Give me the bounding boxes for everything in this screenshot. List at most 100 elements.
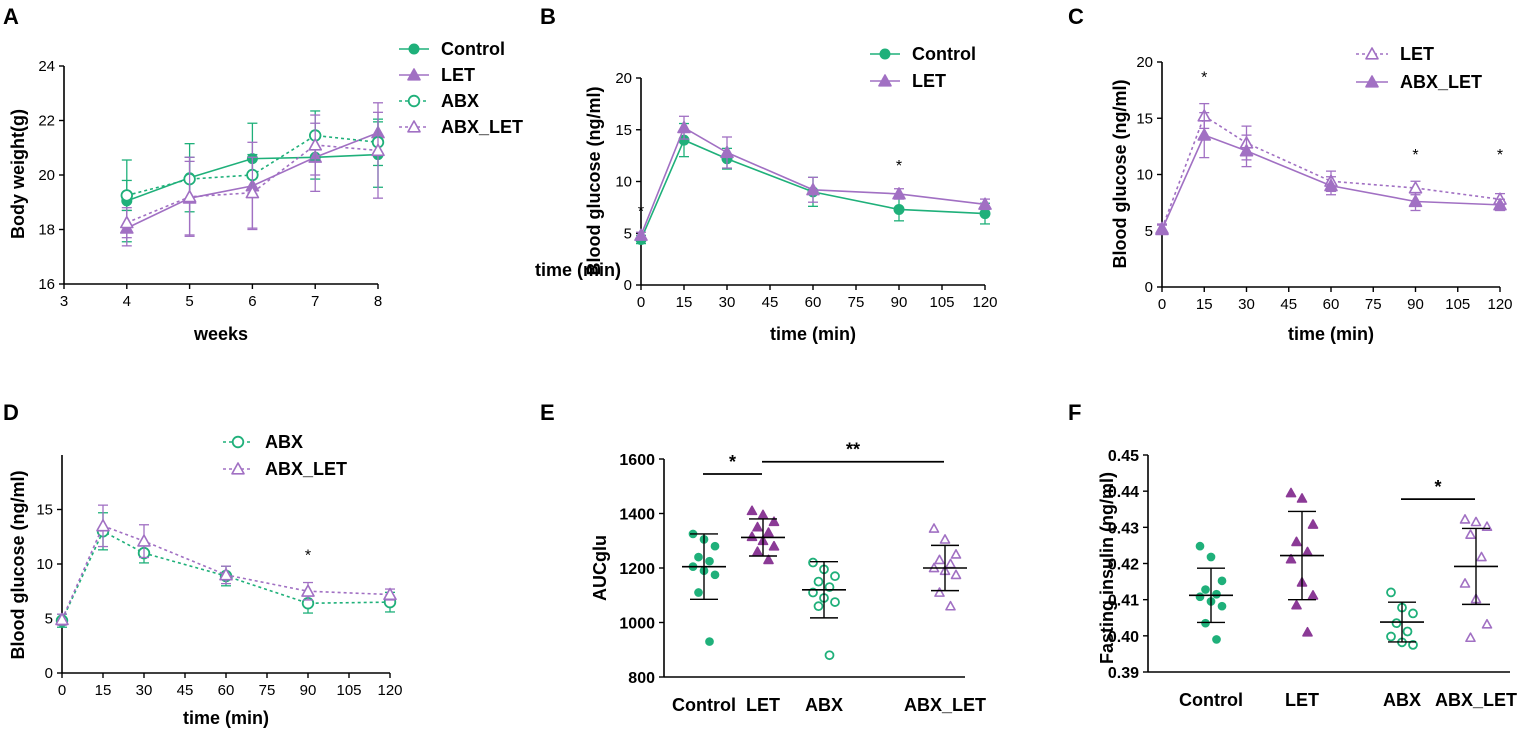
data-point — [978, 197, 992, 210]
data-point — [1291, 599, 1302, 610]
data-point — [301, 584, 315, 597]
data-point — [1481, 618, 1493, 629]
data-point — [830, 597, 840, 607]
xlabel-a: weeks — [193, 324, 248, 344]
y-tick-label-b: 5 — [624, 225, 632, 242]
significance-star: * — [729, 452, 736, 472]
data-point — [813, 601, 824, 612]
series-line-b-control — [640, 139, 986, 240]
data-point — [1291, 536, 1302, 547]
data-point — [945, 558, 956, 569]
legend-marker — [407, 68, 421, 81]
ylabel-a: Body weight(g) — [8, 109, 28, 239]
data-point — [705, 556, 714, 566]
data-point — [746, 531, 758, 542]
data-point — [383, 587, 397, 601]
series-line-a-abx-let — [126, 144, 379, 224]
group-e-let — [741, 505, 785, 565]
group-e-abx — [802, 557, 846, 661]
chart-e: 800 1000 1200 1400 1600 Control LET ABX ABX_LET *… — [619, 440, 986, 715]
data-point — [945, 600, 956, 611]
legend-d: ABX ABX_LET — [223, 432, 347, 479]
data-point — [710, 541, 720, 551]
data-point — [1408, 194, 1423, 208]
data-point — [1195, 541, 1205, 551]
legend-label: LET — [912, 71, 946, 91]
y-tick-label-f: 0.40 — [1108, 629, 1139, 646]
panel-letter-d: D — [3, 400, 19, 425]
chart-b: 0 5 10 15 20 0 15 30 45 60 75 90 105 120 * * Control LET — [615, 44, 997, 311]
data-point — [939, 534, 951, 544]
legend-label: ABX — [265, 432, 303, 452]
y-tick-label-b: 0 — [624, 277, 632, 294]
significance-star: * — [896, 158, 902, 175]
data-point — [1201, 585, 1210, 594]
y-tick-label-b: 15 — [615, 122, 632, 139]
data-point — [1212, 635, 1221, 644]
xlabel-c: time (min) — [1288, 324, 1374, 344]
x-tick-label-d: 105 — [336, 682, 361, 699]
data-point — [1459, 514, 1471, 524]
data-point — [1201, 618, 1210, 628]
x-tick-label-d: 90 — [300, 682, 317, 699]
ylabel-d: Blood glucose (ng/ml) — [8, 471, 28, 660]
y-tick-label-f: 0.43 — [1108, 520, 1139, 537]
data-point — [705, 637, 714, 646]
legend-c: LET ABX_LET — [1356, 44, 1482, 92]
data-point — [1391, 618, 1402, 629]
xlabel-b: time (min) — [770, 324, 856, 344]
x-tick-label-a: 7 — [311, 293, 319, 310]
y-tick-label-e: 800 — [628, 670, 655, 687]
data-point — [893, 203, 905, 215]
data-point — [1285, 487, 1297, 498]
group-e-control — [682, 529, 726, 646]
y-tick-label-e: 1600 — [619, 452, 655, 469]
category-label-f: ABX_LET — [1435, 690, 1517, 710]
data-point — [1408, 608, 1418, 619]
group-f-abx — [1380, 587, 1424, 650]
data-point — [1307, 519, 1319, 529]
x-tick-label-d: 75 — [259, 682, 276, 699]
ylabel-b: Blood glucose (ng/ml) — [584, 87, 604, 276]
data-point — [1217, 601, 1227, 611]
data-point — [1402, 626, 1413, 637]
group-f-control — [1189, 541, 1233, 644]
significance-star: ** — [846, 440, 860, 460]
data-point — [710, 570, 720, 580]
x-tick-label-d: 120 — [377, 682, 402, 699]
category-label-f: Control — [1179, 690, 1243, 710]
xlabel-d: time (min) — [183, 708, 269, 728]
x-tick-label-c: 120 — [1487, 296, 1512, 313]
data-point — [892, 187, 906, 200]
data-point — [120, 215, 134, 229]
data-point — [1302, 546, 1313, 557]
data-point — [1386, 631, 1396, 642]
x-tick-label-b: 120 — [972, 294, 997, 311]
x-tick-label-b: 105 — [929, 294, 954, 311]
y-tick-label-d: 15 — [36, 502, 53, 519]
y-tick-label-f: 0.44 — [1108, 484, 1139, 501]
data-point — [1296, 493, 1308, 503]
legend-label: ABX_LET — [1400, 72, 1482, 92]
category-label-f: LET — [1285, 690, 1319, 710]
data-point — [371, 143, 385, 157]
data-point — [950, 549, 962, 559]
series-line-b-let — [640, 126, 986, 236]
legend-marker — [879, 48, 891, 60]
data-point — [746, 505, 758, 516]
data-point — [96, 519, 110, 532]
overlay-text-b: time (min) — [535, 260, 621, 280]
x-tick-label-b: 0 — [637, 294, 645, 311]
data-point — [1285, 553, 1297, 564]
data-point — [830, 571, 840, 582]
legend-marker — [231, 435, 245, 449]
data-point — [1408, 640, 1418, 650]
y-tick-label-c: 15 — [1136, 110, 1153, 127]
data-point — [720, 145, 734, 159]
data-point — [120, 189, 134, 202]
x-tick-label-a: 4 — [123, 293, 131, 310]
legend-b: Control LET — [870, 44, 976, 91]
panel-letter-e: E — [540, 400, 555, 425]
legend-marker — [878, 74, 892, 87]
